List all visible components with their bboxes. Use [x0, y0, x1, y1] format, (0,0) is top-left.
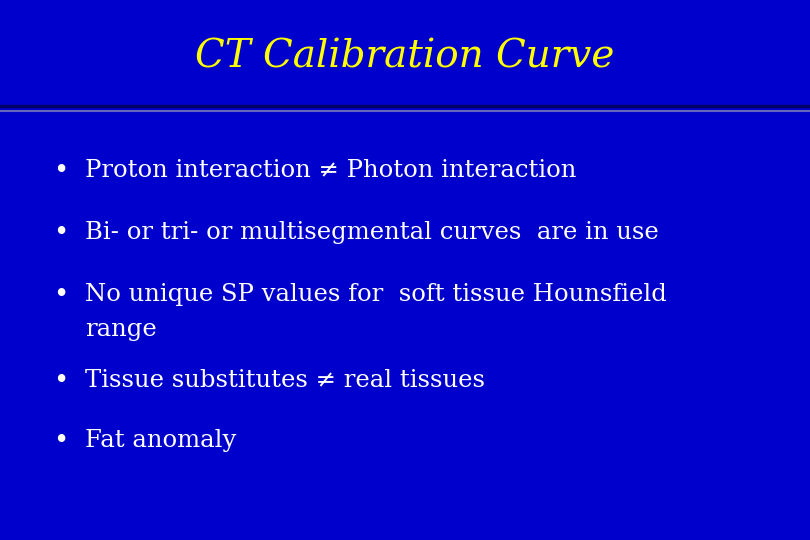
Text: range: range: [85, 318, 157, 341]
Text: •: •: [53, 282, 68, 307]
Text: •: •: [53, 368, 68, 393]
Text: Tissue substitutes ≠ real tissues: Tissue substitutes ≠ real tissues: [85, 369, 485, 392]
Text: Fat anomaly: Fat anomaly: [85, 429, 237, 451]
Text: •: •: [53, 220, 68, 245]
Text: Proton interaction ≠ Photon interaction: Proton interaction ≠ Photon interaction: [85, 159, 577, 181]
Text: No unique SP values for  soft tissue Hounsfield: No unique SP values for soft tissue Houn…: [85, 283, 667, 306]
Text: CT Calibration Curve: CT Calibration Curve: [195, 38, 615, 75]
Text: •: •: [53, 158, 68, 183]
Text: •: •: [53, 428, 68, 453]
Text: Bi- or tri- or multisegmental curves  are in use: Bi- or tri- or multisegmental curves are…: [85, 221, 659, 244]
